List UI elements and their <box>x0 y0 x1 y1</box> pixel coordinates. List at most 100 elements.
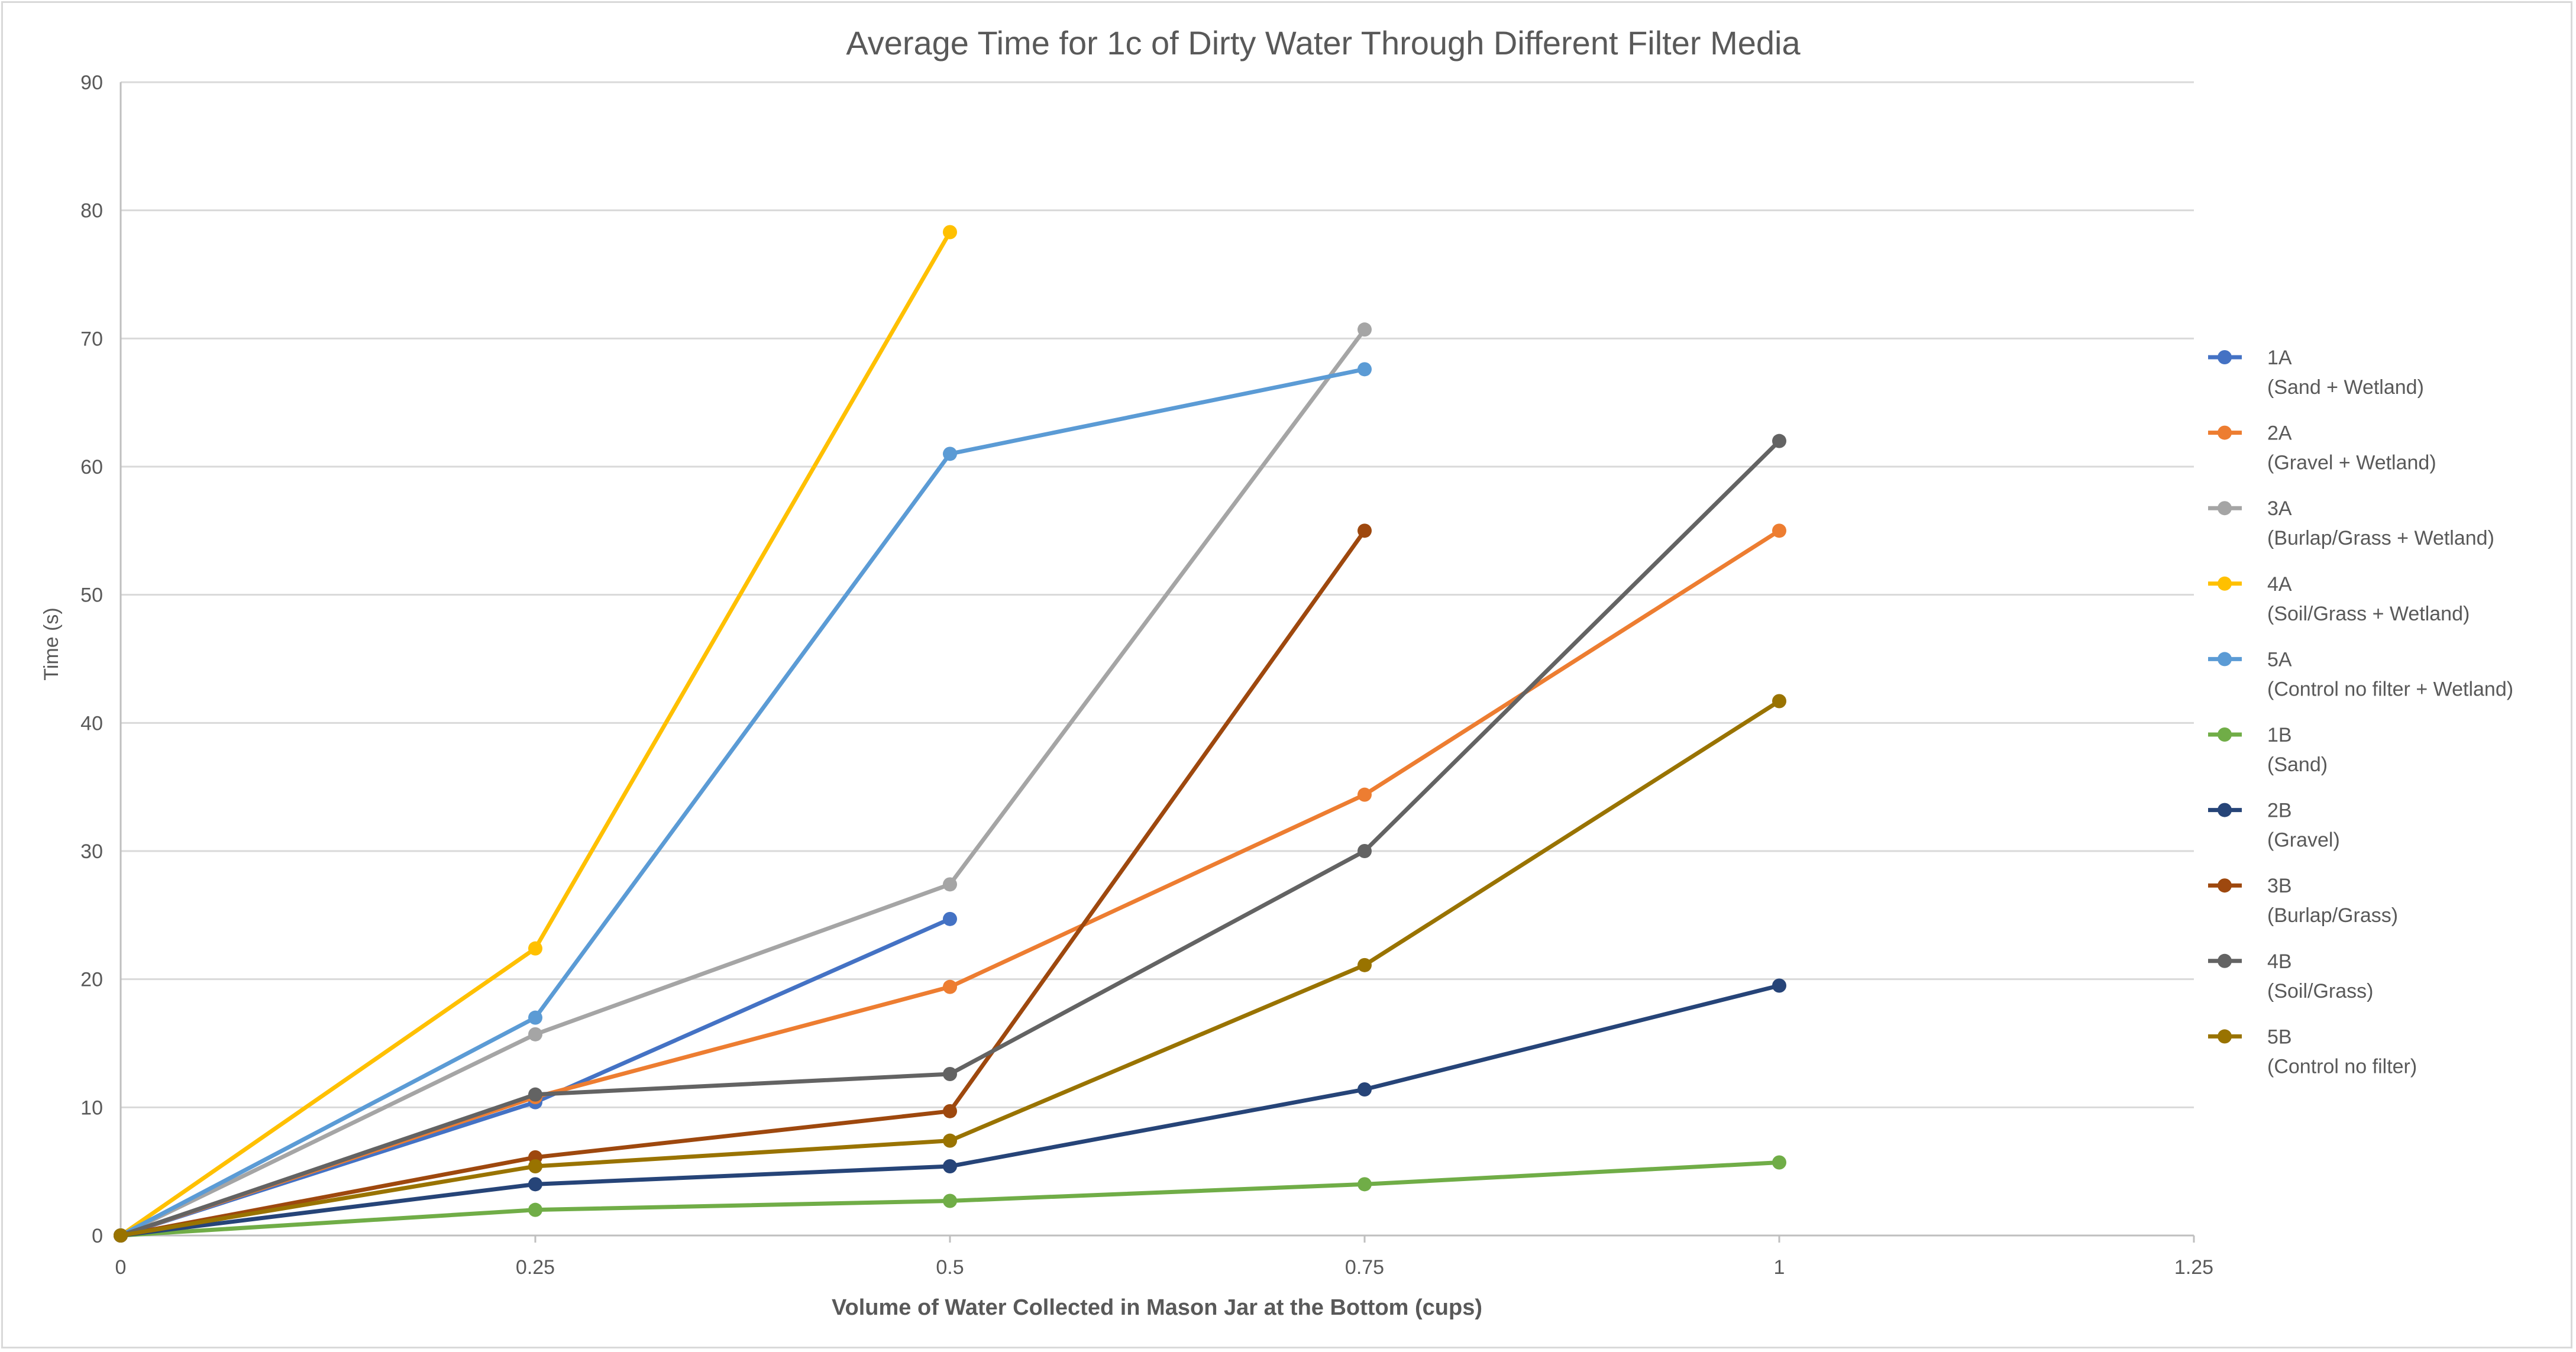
x-tick-label: 1 <box>1774 1256 1785 1279</box>
y-tick-label: 0 <box>92 1225 103 1247</box>
legend-item-1B: 1B (Sand) <box>2208 724 2328 776</box>
gridlines <box>121 81 2194 1108</box>
legend-swatch-marker <box>2218 1029 2232 1044</box>
data-point-3B <box>1358 523 1372 538</box>
y-tick-label: 10 <box>80 1097 103 1119</box>
x-axis-ticks: 0 0.25 0.5 0.75 1 1.25 <box>115 1235 2213 1279</box>
legend-sublabel: (Burlap/Grass) <box>2267 904 2398 927</box>
y-tick-label: 50 <box>80 584 103 607</box>
series-2B <box>114 978 1786 1243</box>
data-point-4A <box>943 225 957 240</box>
data-point-5A <box>1358 362 1372 377</box>
legend-item-2B: 2B (Gravel) <box>2208 800 2340 852</box>
x-tick-label: 0.75 <box>1345 1256 1384 1279</box>
y-tick-label: 40 <box>80 712 103 735</box>
legend-label: 2B <box>2267 800 2292 822</box>
y-tick-label: 20 <box>80 969 103 991</box>
legend-sublabel: (Control no filter + Wetland) <box>2267 678 2513 700</box>
x-tick-label: 0 <box>115 1256 127 1279</box>
data-point-2A <box>943 979 957 994</box>
data-point-5B <box>1772 694 1786 709</box>
series-line-4A <box>118 230 952 1238</box>
data-point-4A <box>528 941 542 956</box>
x-tick-label: 1.25 <box>2174 1256 2213 1279</box>
legend: 1A (Sand + Wetland) 2A (Gravel + Wetland) 3A… <box>2208 347 2513 1078</box>
legend-item-1A: 1A (Sand + Wetland) <box>2208 347 2424 399</box>
legend-item-3A: 3A (Burlap/Grass + Wetland) <box>2208 497 2494 549</box>
data-point-2B <box>1358 1082 1372 1097</box>
legend-sublabel: (Gravel + Wetland) <box>2267 452 2436 474</box>
legend-label: 2A <box>2267 422 2292 445</box>
data-point-2B <box>943 1159 957 1173</box>
data-point-4B <box>1358 844 1372 858</box>
legend-sublabel: (Burlap/Grass + Wetland) <box>2267 527 2494 549</box>
legend-swatch-marker <box>2218 803 2232 817</box>
y-axis-ticks: 0 10 20 30 40 50 60 70 80 90 <box>80 72 103 1247</box>
data-point-3B <box>943 1104 957 1118</box>
legend-sublabel: (Sand + Wetland) <box>2267 376 2424 399</box>
data-point-2B <box>1772 978 1786 993</box>
legend-label: 1B <box>2267 724 2292 746</box>
legend-label: 3B <box>2267 875 2292 897</box>
data-point-2A <box>1772 523 1786 538</box>
legend-item-5B: 5B (Control no filter) <box>2208 1026 2417 1078</box>
data-point-5B <box>943 1133 957 1148</box>
legend-item-3B: 3B (Burlap/Grass) <box>2208 875 2398 927</box>
legend-swatch-marker <box>2218 652 2232 667</box>
series-4B <box>114 434 1786 1243</box>
legend-item-5A: 5A (Control no filter + Wetland) <box>2208 648 2513 700</box>
y-tick-label: 90 <box>80 72 103 94</box>
data-point-3A <box>943 877 957 892</box>
axes <box>119 82 2194 1237</box>
y-tick-label: 70 <box>80 328 103 350</box>
data-point-1B <box>528 1202 542 1217</box>
data-point-3A <box>528 1027 542 1042</box>
legend-item-4B: 4B (Soil/Grass) <box>2208 950 2373 1002</box>
series-5B <box>114 694 1786 1243</box>
legend-swatch-marker <box>2218 727 2232 742</box>
legend-swatch-marker <box>2218 576 2232 591</box>
y-tick-label: 80 <box>80 200 103 222</box>
legend-swatch-marker <box>2218 350 2232 364</box>
legend-label: 5A <box>2267 648 2292 671</box>
legend-swatch-marker <box>2218 878 2232 893</box>
legend-label: 1A <box>2267 347 2292 369</box>
series-line-5A <box>118 367 1367 1238</box>
legend-swatch-marker <box>2218 501 2232 516</box>
legend-label: 3A <box>2267 497 2292 520</box>
legend-label: 4B <box>2267 950 2292 973</box>
data-point-5B <box>1358 958 1372 972</box>
y-tick-label: 30 <box>80 840 103 863</box>
data-point-3A <box>1358 322 1372 337</box>
y-tick-label: 60 <box>80 456 103 478</box>
legend-sublabel: (Control no filter) <box>2267 1055 2417 1078</box>
data-point-5A <box>943 447 957 461</box>
data-point-5B <box>114 1228 128 1243</box>
series-line-3B <box>118 528 1367 1238</box>
x-axis-title: Volume of Water Collected in Mason Jar a… <box>832 1295 1482 1320</box>
legend-sublabel: (Gravel) <box>2267 829 2340 852</box>
data-point-4B <box>1772 434 1786 448</box>
data-point-2A <box>1358 787 1372 802</box>
x-tick-label: 0.5 <box>936 1256 964 1279</box>
data-point-1B <box>1772 1155 1786 1170</box>
data-point-4B <box>943 1067 957 1081</box>
series-3B <box>114 523 1372 1243</box>
y-axis-title: Time (s) <box>40 607 63 680</box>
x-tick-label: 0.25 <box>516 1256 555 1279</box>
series-line-3A <box>118 327 1367 1238</box>
chart-title: Average Time for 1c of Dirty Water Throu… <box>846 24 1801 62</box>
legend-label: 4A <box>2267 573 2292 596</box>
data-point-2B <box>528 1177 542 1192</box>
legend-swatch-marker <box>2218 953 2232 968</box>
data-point-5B <box>528 1159 542 1173</box>
legend-label: 5B <box>2267 1026 2292 1048</box>
data-point-1B <box>1358 1177 1372 1192</box>
legend-item-4A: 4A (Soil/Grass + Wetland) <box>2208 573 2470 625</box>
legend-sublabel: (Soil/Grass + Wetland) <box>2267 603 2470 625</box>
legend-sublabel: (Sand) <box>2267 753 2328 776</box>
data-point-4B <box>528 1087 542 1102</box>
legend-swatch-marker <box>2218 425 2232 440</box>
